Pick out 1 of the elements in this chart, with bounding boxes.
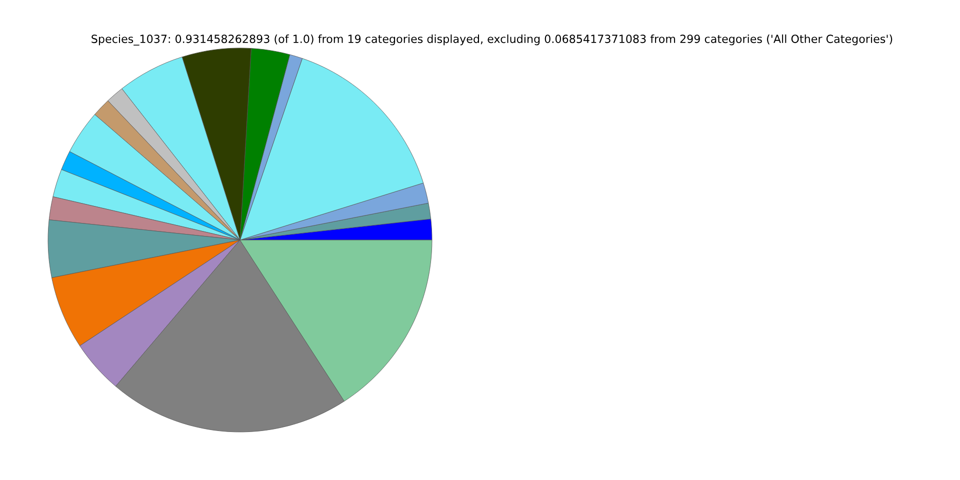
text: Species_1037: 0.931458262893 (of 1.0) from 19 categories displayed, excluding 0.0685417371083 from 299 categories ('All Other Categories') [92,34,892,46]
